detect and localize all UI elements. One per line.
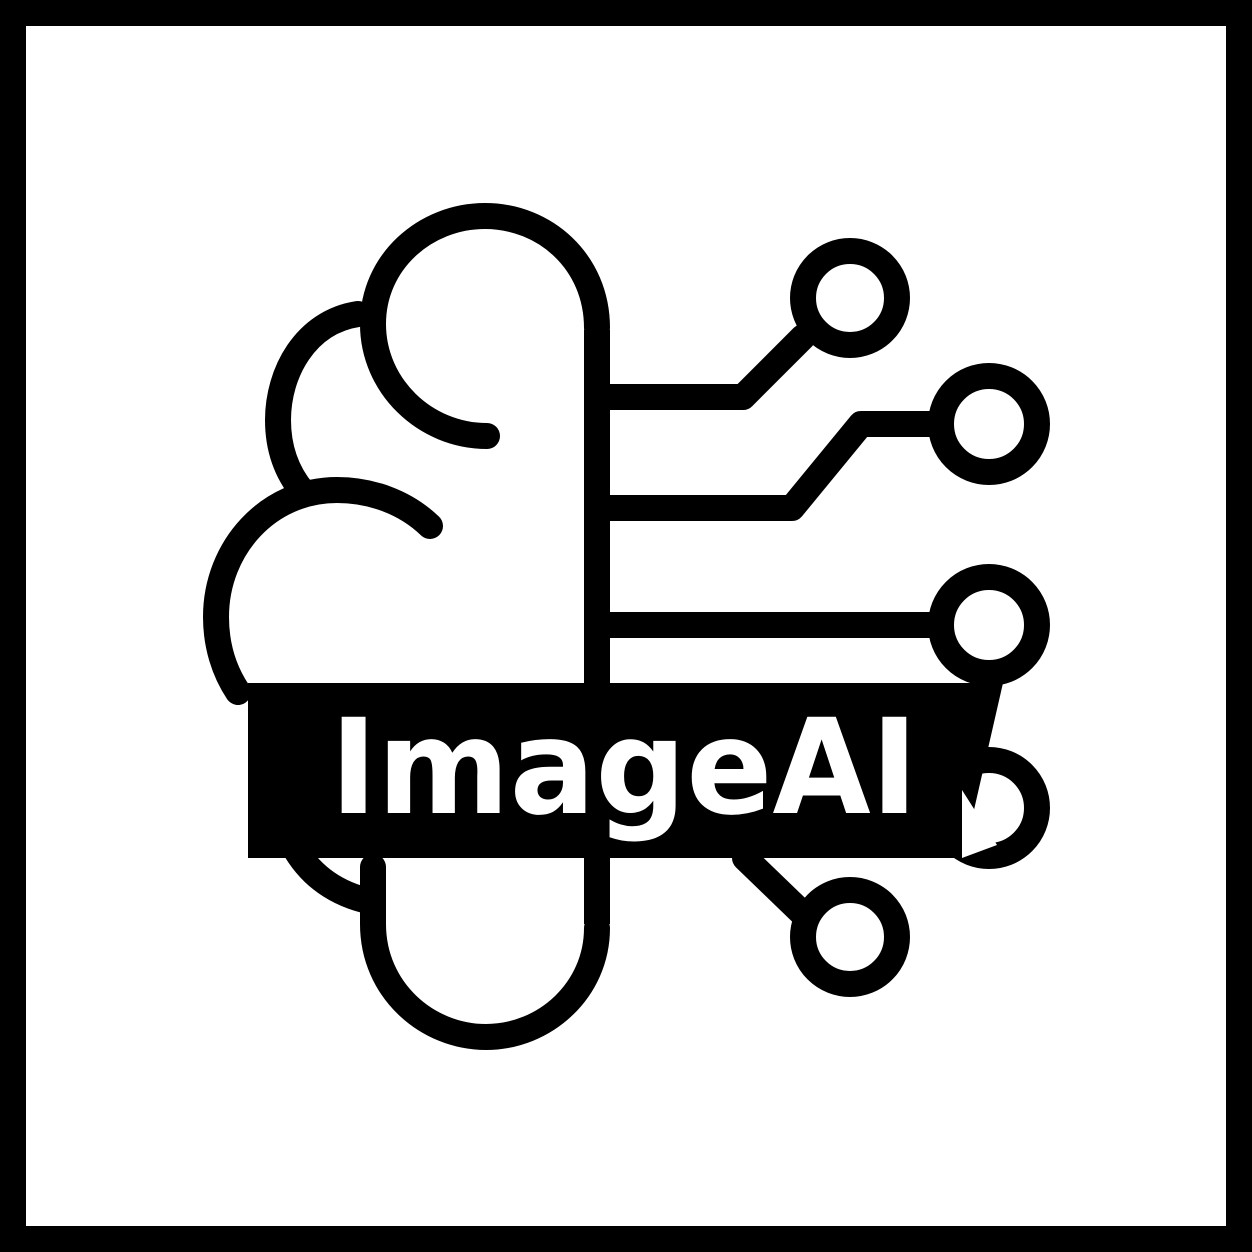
banner-left-tail: [248, 780, 300, 858]
banner-right-tail: [962, 683, 1003, 740]
wordmark: ImageAI: [330, 691, 918, 845]
wordmark-banner: ImageAI: [248, 683, 1003, 858]
banner-bar: [248, 683, 1003, 858]
banner-notch: [962, 790, 997, 858]
brain-circuit-icon: [203, 203, 1050, 1050]
